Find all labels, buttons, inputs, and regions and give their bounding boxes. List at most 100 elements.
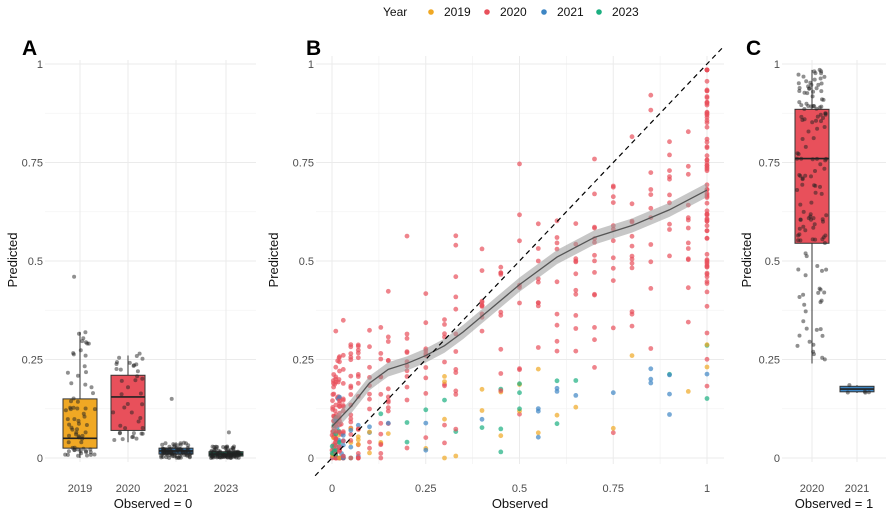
- panel-c-point-2020: [801, 292, 806, 297]
- panel-c-point-2020: [822, 74, 827, 79]
- panel-a-point-2019: [71, 405, 76, 410]
- panel-label-a: A: [22, 37, 37, 60]
- panel-b-point-2020: [423, 391, 429, 396]
- panel-a-point-2020: [112, 438, 117, 442]
- panel-c-point-2020: [796, 233, 801, 238]
- panel-b-point-2020: [337, 429, 342, 435]
- panel-b-point-2020: [453, 294, 459, 300]
- panel-b-point-2020: [517, 212, 522, 218]
- panel-b-x-tick-label: 0.75: [603, 483, 624, 495]
- panel-c-point-2020: [801, 319, 806, 324]
- panel-a-point-2019: [71, 396, 76, 401]
- panel-b-point-2020: [330, 392, 336, 397]
- panel-b-point-2020: [610, 265, 616, 271]
- panel-b-point-2020: [554, 240, 560, 246]
- panel-c-point-2020: [819, 81, 824, 86]
- panel-c-point-2021: [845, 390, 850, 395]
- panel-b-point-2020: [573, 221, 579, 227]
- panel-b-point-2020: [592, 156, 597, 162]
- panel-b-point-2019: [554, 412, 560, 418]
- panel-b-point-2020: [704, 261, 710, 266]
- panel-a-point-2019: [67, 422, 72, 427]
- panel-b-point-2020: [442, 383, 447, 389]
- panel-b-point-2023: [333, 447, 339, 453]
- panel-b-point-2020: [404, 331, 410, 337]
- panel-b-point-2021: [667, 412, 672, 417]
- panel-a-point-2020: [132, 363, 136, 368]
- panel-b-point-2020: [667, 168, 672, 174]
- panel-b-point-2021: [573, 393, 579, 398]
- panel-a-point-2019: [83, 330, 88, 335]
- panel-c-point-2020: [814, 118, 818, 123]
- panel-a-point-2020: [130, 435, 135, 440]
- panel-a-point-2020: [134, 354, 139, 358]
- panel-b-point-2020: [610, 255, 616, 261]
- panel-b-point-2020: [453, 242, 459, 248]
- panel-b-point-2020: [685, 217, 691, 223]
- panel-b-point-2021: [355, 422, 361, 428]
- panel-a-point-2021: [172, 454, 177, 459]
- panel-a-point-2021: [169, 396, 174, 401]
- panel-b-point-2020: [704, 78, 710, 84]
- panel-a-point-2019: [66, 449, 71, 454]
- panel-a-point-2020: [137, 351, 142, 356]
- panel-a-point-2019: [70, 427, 75, 432]
- legend-key-2020: [484, 9, 490, 15]
- panel-a-point-2019: [74, 430, 79, 435]
- panel-c-point-2020: [810, 237, 815, 242]
- panel-c-y-tick-label: 0.75: [759, 158, 780, 170]
- panel-c-point-2020: [808, 212, 813, 217]
- panel-c-y-tick-label: 0.25: [759, 355, 780, 367]
- panel-b-point-2020: [704, 271, 710, 277]
- panel-c-point-2020: [824, 267, 829, 272]
- panel-a-point-2021: [159, 453, 164, 458]
- panel-b-point-2023: [704, 396, 710, 401]
- panel-c-point-2020: [819, 191, 824, 196]
- panel-b-point-2020: [333, 402, 339, 408]
- panel-c-point-2020: [821, 116, 825, 120]
- panel-b-point-2020: [355, 343, 361, 349]
- panel-b-point-2023: [554, 421, 560, 427]
- panel-b-point-2020: [517, 300, 522, 306]
- panel-a-point-2019: [75, 427, 79, 432]
- panel-b-smooth-line: [331, 189, 708, 427]
- panel-b-point-2021: [340, 442, 346, 448]
- panel-a-point-2019: [71, 351, 76, 356]
- panel-a-point-2019: [75, 406, 80, 411]
- panel-b-point-2020: [378, 391, 384, 397]
- panel-c-point-2020: [811, 225, 816, 230]
- panel-label-b: B: [306, 37, 321, 60]
- panel-a-y-tick-label: 1: [37, 59, 43, 71]
- panel-c-point-2020: [812, 222, 817, 227]
- panel-c-point-2020: [804, 326, 809, 331]
- panel-b-point-2020: [704, 289, 710, 295]
- panel-b-point-2020: [704, 281, 710, 286]
- panel-b-point-2020: [385, 386, 391, 392]
- panel-c-point-2020: [797, 100, 802, 105]
- panel-c-point-2020: [802, 302, 807, 307]
- panel-a-point-2019: [65, 370, 70, 375]
- panel-a-x-tick-label: 2021: [164, 483, 188, 495]
- panel-b-x-axis-label: Observed: [492, 496, 548, 511]
- panel-b-point-2020: [340, 381, 346, 386]
- panel-b-point-2020: [367, 439, 372, 445]
- panel-b-point-2020: [610, 194, 616, 200]
- panel-b-point-2020: [479, 246, 485, 252]
- panel-a-point-2020: [131, 431, 136, 436]
- panel-b-point-2020: [704, 228, 710, 234]
- panel-c-point-2020: [800, 137, 805, 141]
- panel-b-point-2020: [333, 455, 339, 461]
- panel-b-point-2020: [340, 367, 346, 372]
- panel-a-point-2019: [72, 274, 77, 279]
- panel-c-point-2020: [814, 86, 819, 91]
- panel-a-point-2019: [76, 421, 81, 426]
- panel-c-point-2020: [811, 89, 816, 94]
- panel-b-point-2020: [333, 444, 339, 449]
- panel-a-point-2021: [167, 453, 172, 457]
- panel-b-point-2020: [667, 192, 672, 198]
- panel-c-point-2020: [820, 268, 824, 273]
- panel-b-point-2020: [367, 364, 372, 370]
- panel-b-point-2020: [340, 352, 346, 358]
- panel-a-point-2023: [221, 454, 226, 459]
- panel-b-point-2020: [367, 391, 372, 397]
